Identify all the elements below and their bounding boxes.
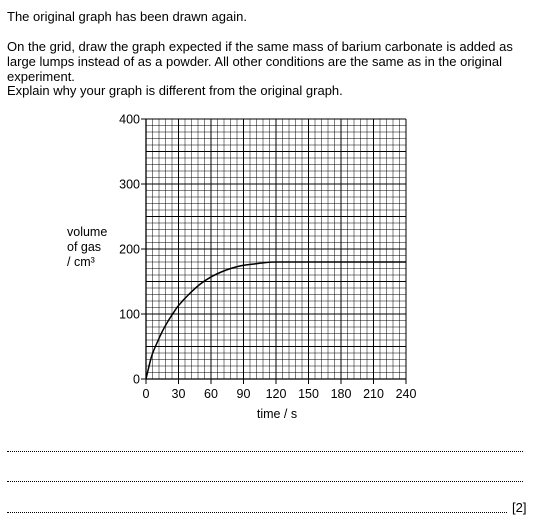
x-tick-label: 30 bbox=[172, 387, 186, 401]
y-axis-title-line-1: volume bbox=[67, 225, 107, 239]
x-tick-label: 150 bbox=[298, 387, 319, 401]
x-tick-label: 240 bbox=[396, 387, 417, 401]
y-axis-title-line-3: / cm³ bbox=[67, 255, 95, 269]
marks-label: [2] bbox=[512, 500, 526, 515]
answer-line-1[interactable] bbox=[7, 451, 523, 452]
y-tick-label: 400 bbox=[119, 113, 140, 127]
x-tick-label: 60 bbox=[204, 387, 218, 401]
y-tick-label: 300 bbox=[119, 178, 140, 192]
y-tick-label: 200 bbox=[119, 243, 140, 257]
x-tick-label: 90 bbox=[237, 387, 251, 401]
y-tick-label: 0 bbox=[133, 373, 140, 387]
x-axis-title: time / s bbox=[257, 407, 297, 421]
y-tick-label: 100 bbox=[119, 308, 140, 322]
answer-line-3[interactable] bbox=[7, 512, 507, 513]
tick-labels: 0 30 60 90 120 150 180 210 240 0 100 200 300 400 bbox=[119, 113, 416, 402]
x-tick-label: 210 bbox=[363, 387, 384, 401]
x-tick-label: 120 bbox=[266, 387, 287, 401]
x-tick-label: 180 bbox=[331, 387, 352, 401]
y-axis-title-line-2: of gas bbox=[67, 240, 101, 254]
answer-line-2[interactable] bbox=[7, 481, 523, 482]
x-tick-label: 0 bbox=[143, 387, 150, 401]
